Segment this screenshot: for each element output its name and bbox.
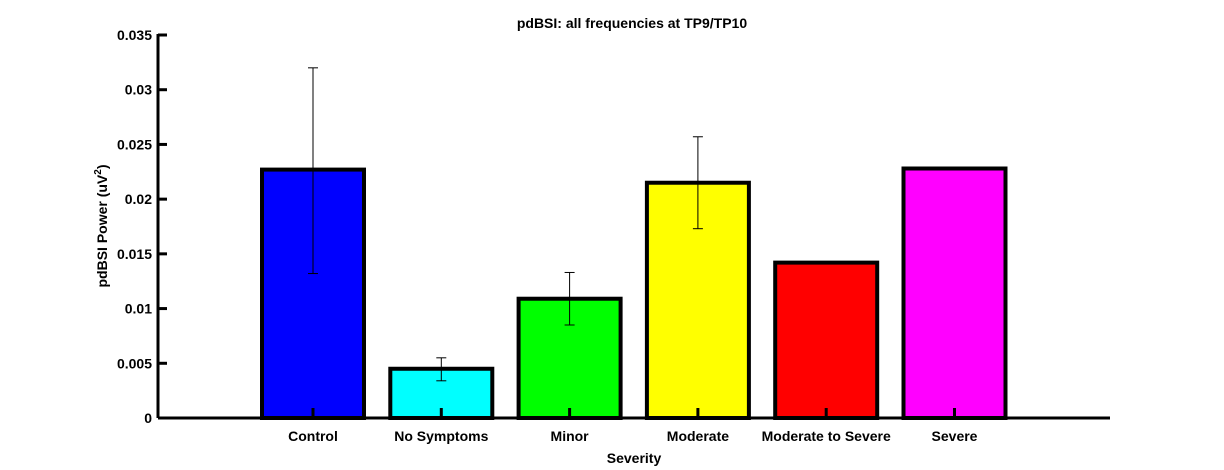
x-axis-label: Severity xyxy=(607,450,662,466)
y-tick-label: 0.03 xyxy=(125,82,152,98)
chart-title: pdBSI: all frequencies at TP9/TP10 xyxy=(517,15,748,31)
y-tick-label: 0.025 xyxy=(117,136,152,152)
x-tick-label: Moderate xyxy=(667,428,729,444)
y-tick-label: 0.005 xyxy=(117,355,152,371)
y-tick-label: 0.015 xyxy=(117,246,152,262)
y-tick-label: 0 xyxy=(144,410,152,426)
y-axis-label-superscript: 2 xyxy=(93,169,104,175)
y-tick-label: 0.02 xyxy=(125,191,152,207)
x-tick-label: Control xyxy=(288,428,338,444)
y-axis-label: pdBSI Power (uV2) xyxy=(93,164,110,287)
error-bars-group xyxy=(308,67,703,382)
y-tick-label: 0.035 xyxy=(117,27,152,43)
bars-group xyxy=(260,166,1008,421)
bar xyxy=(644,180,751,420)
y-tick-label: 0.01 xyxy=(125,301,152,317)
x-tick-label: Minor xyxy=(551,428,590,444)
y-axis-label-close: ) xyxy=(94,164,110,169)
x-tick-label: Severe xyxy=(932,428,978,444)
x-ticks-group: Control No Symptoms Minor Moderate Moderate … xyxy=(288,408,978,444)
x-tick-label: Moderate to Severe xyxy=(762,428,891,444)
x-tick-label: No Symptoms xyxy=(394,428,488,444)
y-ticks-group: 0 0.005 0.01 0.015 0.02 0.025 0.03 0.035 xyxy=(117,27,167,426)
bar xyxy=(901,166,1008,420)
bar xyxy=(773,260,880,420)
y-axis-label-main: pdBSI Power (uV xyxy=(94,174,110,287)
